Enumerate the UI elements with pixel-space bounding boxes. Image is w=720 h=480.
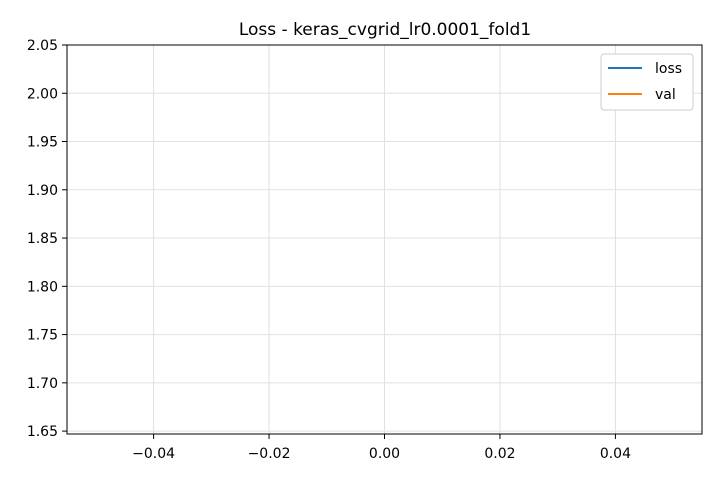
y-tick-label: 1.80	[27, 279, 58, 295]
y-tick-label: 1.95	[27, 135, 58, 151]
legend: loss val	[600, 53, 694, 111]
y-tick-label: 2.05	[27, 38, 58, 54]
y-tick-label: 2.00	[27, 86, 58, 102]
x-tick-label: 0.02	[484, 446, 515, 462]
x-tick-label: −0.02	[248, 446, 291, 462]
legend-label-val: val	[655, 87, 676, 103]
x-axis: −0.04 −0.02 0.00 0.02 0.04	[132, 434, 631, 462]
x-tick-label: −0.04	[132, 446, 175, 462]
legend-label-loss: loss	[655, 61, 682, 77]
chart-title: Loss - keras_cvgrid_lr0.0001_fold1	[239, 20, 531, 40]
y-tick-label: 1.75	[27, 328, 58, 344]
y-tick-label: 1.65	[27, 424, 58, 440]
x-tick-label: 0.04	[600, 446, 631, 462]
y-axis: 1.65 1.70 1.75 1.80 1.85 1.90 1.95 2.00 2.05	[27, 38, 67, 440]
y-tick-label: 1.85	[27, 231, 58, 247]
y-tick-label: 1.70	[27, 376, 58, 392]
y-tick-label: 1.90	[27, 183, 58, 199]
x-tick-label: 0.00	[369, 446, 400, 462]
